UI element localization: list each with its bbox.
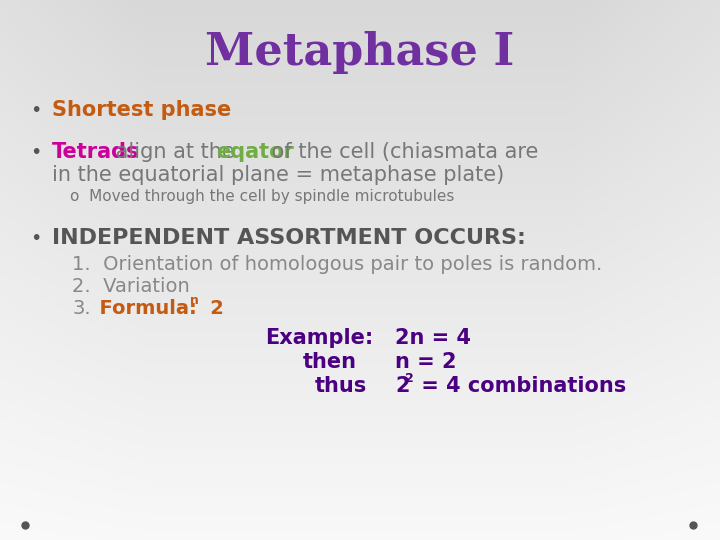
- Text: •: •: [30, 228, 41, 247]
- Text: n = 2: n = 2: [395, 352, 456, 372]
- Text: of the cell (chiasmata are: of the cell (chiasmata are: [265, 142, 539, 162]
- Text: Tetrads: Tetrads: [52, 142, 140, 162]
- Text: 3.: 3.: [72, 300, 91, 319]
- Text: 2: 2: [395, 376, 410, 396]
- Text: in the equatorial plane = metaphase plate): in the equatorial plane = metaphase plat…: [52, 165, 504, 185]
- Text: eqator: eqator: [216, 142, 294, 162]
- Text: Metaphase I: Metaphase I: [205, 30, 515, 73]
- Text: INDEPENDENT ASSORTMENT OCCURS:: INDEPENDENT ASSORTMENT OCCURS:: [52, 228, 526, 248]
- Text: Example:: Example:: [265, 328, 373, 348]
- Text: •: •: [30, 143, 41, 161]
- Text: 1.  Orientation of homologous pair to poles is random.: 1. Orientation of homologous pair to pol…: [72, 255, 602, 274]
- Text: •: •: [30, 100, 41, 119]
- Text: 2n = 4: 2n = 4: [395, 328, 471, 348]
- Text: then: then: [303, 352, 357, 372]
- Text: = 4 combinations: = 4 combinations: [414, 376, 626, 396]
- Text: 2: 2: [405, 372, 414, 384]
- Text: Formula:  2: Formula: 2: [86, 300, 224, 319]
- Text: 2.  Variation: 2. Variation: [72, 278, 190, 296]
- Text: align at the: align at the: [109, 142, 242, 162]
- Text: n: n: [190, 294, 199, 307]
- Text: Shortest phase: Shortest phase: [52, 100, 231, 120]
- Text: thus: thus: [315, 376, 367, 396]
- Text: o  Moved through the cell by spindle microtubules: o Moved through the cell by spindle micr…: [70, 190, 454, 205]
